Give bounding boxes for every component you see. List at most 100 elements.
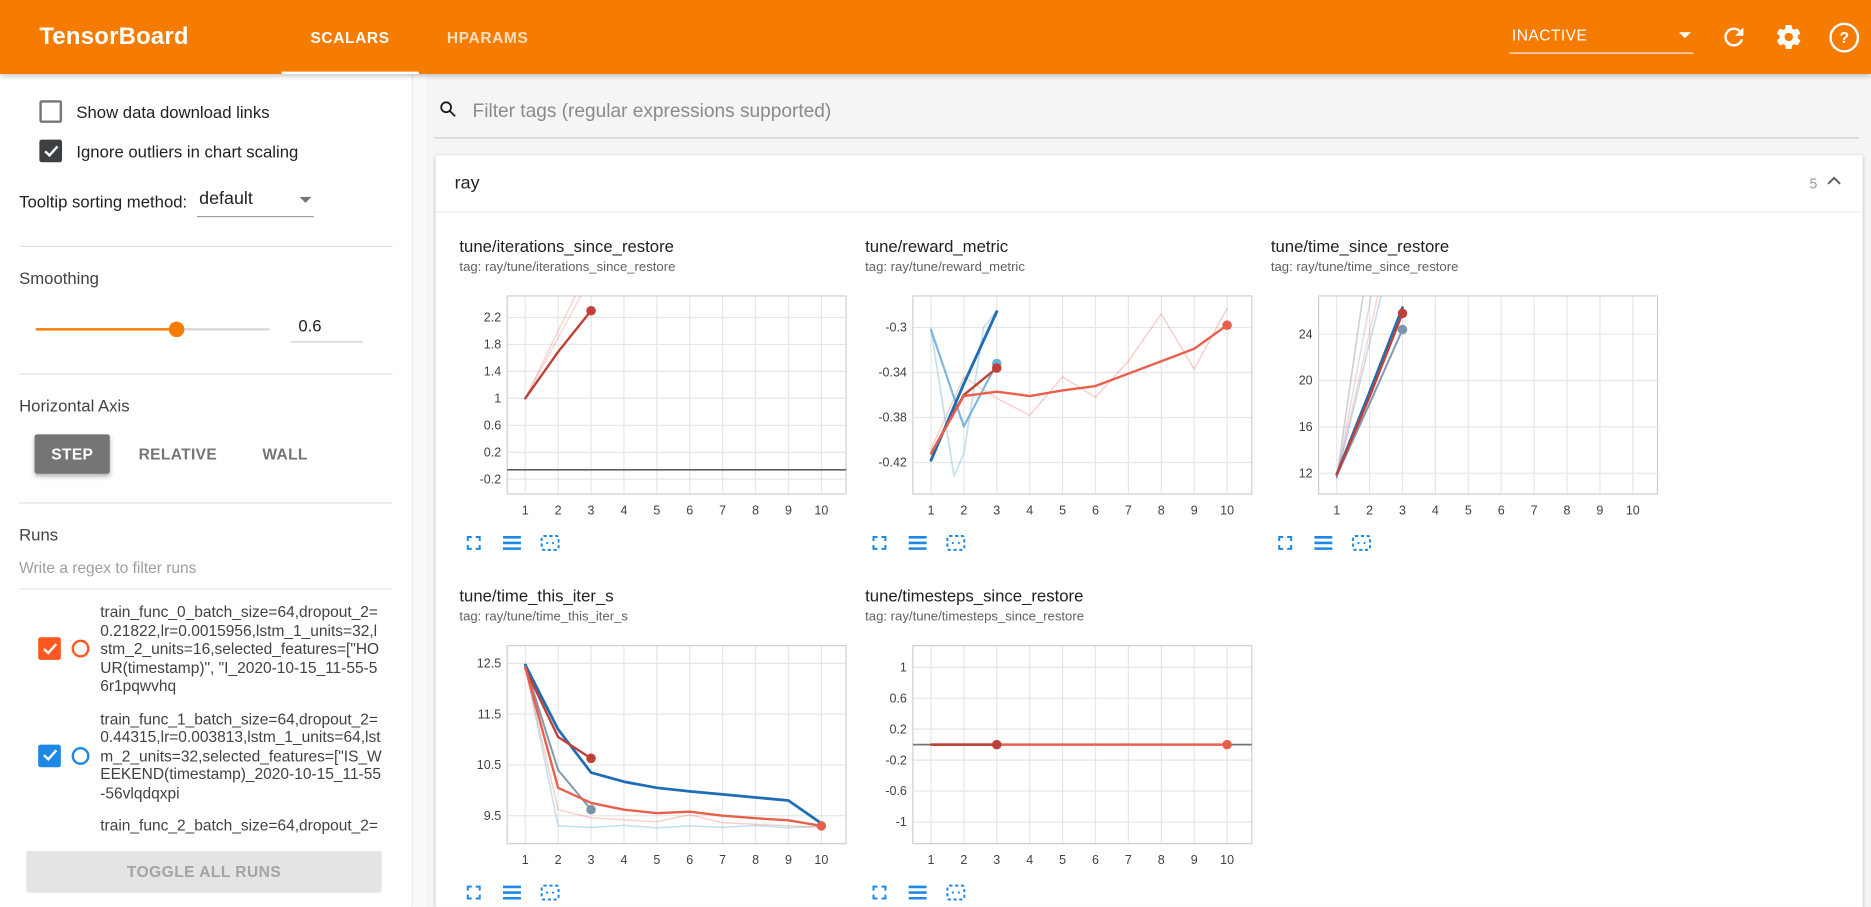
chart-plot-wrap: 1 2 3 4 5 6 7 8 9 10 12 16 20 24 <box>1271 289 1677 529</box>
reload-button[interactable] <box>1720 23 1749 52</box>
y-tick-label: 11.5 <box>478 707 501 721</box>
run-name: train_func_2_batch_size=64,dropout_2= <box>100 816 378 835</box>
axis-wall-button[interactable]: WALL <box>262 445 308 464</box>
expand-chart-icon[interactable] <box>1273 531 1297 555</box>
chart-card: tune/time_since_restore tag: ray/tune/ti… <box>1271 236 1677 555</box>
chevron-down-icon <box>1678 31 1691 38</box>
expand-chart-icon[interactable] <box>868 531 892 555</box>
x-tick-label: 5 <box>653 503 660 517</box>
fit-domain-icon[interactable] <box>538 531 562 555</box>
smoothing-value-input[interactable]: 0.6 <box>291 316 363 343</box>
tab-hparams[interactable]: HPARAMS <box>446 28 529 46</box>
chart-actions <box>1273 531 1676 555</box>
fit-domain-icon[interactable] <box>944 531 968 555</box>
run-color-swatch[interactable] <box>71 639 90 658</box>
tooltip-sorting-dropdown[interactable]: default <box>196 189 314 218</box>
tab-scalars[interactable]: SCALARS <box>282 0 418 74</box>
series-line <box>1335 312 1404 476</box>
gear-icon <box>1774 25 1803 56</box>
runs-selector-icon[interactable] <box>500 881 524 905</box>
ignore-outliers-checkbox[interactable] <box>39 139 63 163</box>
chart-plot[interactable]: 1 2 3 4 5 6 7 8 9 10 9.5 10.5 11.5 12.5 <box>459 638 853 872</box>
tag-filter-input[interactable] <box>470 99 1860 124</box>
smoothing-slider[interactable] <box>35 321 270 338</box>
expand-chart-icon[interactable] <box>868 881 892 905</box>
axis-step-button[interactable]: STEP <box>34 434 110 474</box>
chart-plot[interactable]: 1 2 3 4 5 6 7 8 9 10 -1 -0.6 -0.2 0.2 0.6 1 <box>865 638 1259 872</box>
y-tick-label: 12 <box>1299 466 1313 480</box>
fit-domain-icon[interactable] <box>538 881 562 905</box>
series-line <box>524 666 823 828</box>
topbar-actions: INACTIVE ? <box>1509 0 1871 74</box>
run-filter-input[interactable] <box>19 548 393 590</box>
x-tick-label: 3 <box>588 503 595 517</box>
search-icon <box>437 98 458 125</box>
series-end-dot <box>1222 739 1232 750</box>
run-row: train_func_2_batch_size=64,dropout_2= <box>19 816 393 836</box>
status-dropdown[interactable]: INACTIVE <box>1509 21 1694 54</box>
x-tick-label: 1 <box>927 853 934 867</box>
series-line <box>523 663 823 825</box>
settings-button[interactable] <box>1774 23 1803 52</box>
run-color-swatch[interactable] <box>71 746 90 765</box>
expand-chart-icon[interactable] <box>462 531 486 555</box>
option-row-ignore-outliers[interactable]: Ignore outliers in chart scaling <box>39 139 392 163</box>
chart-tag: tag: ray/tune/iterations_since_restore <box>459 260 676 275</box>
run-row: train_func_1_batch_size=64,dropout_2=0.4… <box>19 709 393 801</box>
series-line <box>1335 295 1364 479</box>
x-tick-label: 7 <box>1125 853 1132 867</box>
chart-tag: tag: ray/tune/time_since_restore <box>1270 260 1459 275</box>
runs-selector-icon[interactable] <box>1311 531 1335 555</box>
chevron-up-icon[interactable] <box>1822 169 1846 196</box>
y-tick-label: 10.5 <box>477 758 501 772</box>
x-tick-label: 6 <box>1092 853 1099 867</box>
series-line <box>1335 328 1404 477</box>
chart-plot[interactable]: 1 2 3 4 5 6 7 8 9 10 -0.42 -0.38 -0.34 -0.3 <box>865 289 1259 523</box>
x-tick-label: 8 <box>752 503 759 517</box>
horizontal-axis-section: Horizontal Axis STEP RELATIVE WALL <box>19 375 393 504</box>
axis-relative-button[interactable]: RELATIVE <box>138 445 218 464</box>
slider-knob[interactable] <box>168 321 184 338</box>
y-tick-label: -0.2 <box>885 753 907 767</box>
runs-selector-icon[interactable] <box>906 531 930 555</box>
option-row-download-links[interactable]: Show data download links <box>39 100 392 123</box>
y-tick-label: 1.4 <box>484 365 501 379</box>
x-tick-label: 6 <box>1498 503 1505 517</box>
series-line <box>929 328 998 428</box>
fit-domain-icon[interactable] <box>1350 531 1374 555</box>
help-icon[interactable]: ? <box>1829 22 1860 52</box>
x-tick-label: 1 <box>522 503 529 517</box>
y-tick-label: 20 <box>1299 374 1313 388</box>
show-download-links-checkbox[interactable] <box>39 100 63 123</box>
chart-card: tune/time_this_iter_s tag: ray/tune/time… <box>459 586 865 905</box>
expand-chart-icon[interactable] <box>462 881 486 905</box>
x-tick-label: 9 <box>1191 503 1198 517</box>
x-tick-label: 3 <box>588 853 595 867</box>
series-end-dot <box>992 739 1002 750</box>
x-tick-label: 9 <box>1191 853 1198 867</box>
tag-group-meta: 5 <box>1809 169 1846 196</box>
smoothing-section: Smoothing 0.6 <box>19 247 393 375</box>
series-line <box>1335 295 1382 479</box>
y-tick-label: 1.8 <box>484 338 501 352</box>
chart-plot[interactable]: 1 2 3 4 5 6 7 8 9 10 -0.2 0.2 0.6 1 1.4 1.8 2.2 <box>459 289 853 523</box>
tag-group-header[interactable]: ray 5 <box>435 155 1863 213</box>
x-tick-label: 3 <box>1399 503 1406 517</box>
x-tick-label: 4 <box>620 853 627 867</box>
y-tick-label: 0.6 <box>484 418 501 432</box>
chart-actions <box>868 881 1271 905</box>
main-content: ray 5 tune/iterations_since_restore tag:… <box>426 73 1871 907</box>
toggle-all-runs-button[interactable]: TOGGLE ALL RUNS <box>26 850 382 893</box>
fit-domain-icon[interactable] <box>944 881 968 905</box>
run-checkbox[interactable] <box>38 637 61 661</box>
x-tick-label: 6 <box>686 853 693 867</box>
x-tick-label: 8 <box>752 853 759 867</box>
run-list: train_func_0_batch_size=64,dropout_2=0.2… <box>19 603 393 837</box>
series-line <box>524 309 593 400</box>
run-checkbox[interactable] <box>38 744 61 767</box>
smoothing-slider-row: 0.6 <box>19 316 393 343</box>
runs-selector-icon[interactable] <box>500 531 524 555</box>
runs-selector-icon[interactable] <box>906 881 930 905</box>
topbar: TensorBoard SCALARS HPARAMS INACTIVE ? <box>0 0 1871 74</box>
